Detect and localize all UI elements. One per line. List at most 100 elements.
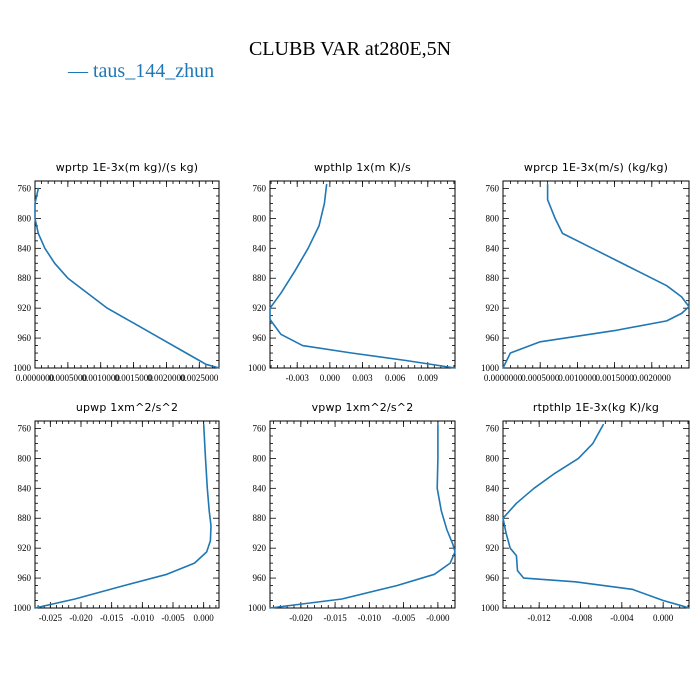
y-tick-label: 840 (18, 243, 32, 253)
y-tick-label: 920 (486, 303, 500, 313)
y-tick-label: 920 (253, 543, 267, 553)
legend-entry: — taus_144_zhun (67, 60, 214, 82)
y-tick-label: 880 (253, 513, 267, 523)
y-tick-label: 840 (486, 483, 500, 493)
x-tick-label: -0.015 (323, 613, 347, 623)
y-tick-label: 760 (253, 423, 267, 433)
y-tick-label: 800 (18, 213, 32, 223)
x-tick-label: -0.020 (69, 613, 93, 623)
y-tick-label: 960 (18, 573, 32, 583)
x-tick-label: -0.000 (426, 613, 450, 623)
x-tick-label: -0.004 (610, 613, 634, 623)
y-tick-label: 880 (486, 273, 500, 283)
y-tick-label: 880 (18, 513, 32, 523)
y-tick-label: 760 (18, 423, 32, 433)
y-tick-label: 1000 (13, 603, 32, 613)
x-tick-label: 0.000 (320, 373, 341, 383)
y-tick-label: 920 (18, 543, 32, 553)
x-tick-label: -0.005 (161, 613, 185, 623)
x-tick-label: -0.003 (286, 373, 310, 383)
plot-frame (34, 420, 220, 609)
x-tick-label: 0.0015000 (595, 373, 634, 383)
x-tick-label: 0.0000000 (484, 373, 523, 383)
x-tick-label: 0.0005000 (521, 373, 560, 383)
plot-frame (269, 180, 456, 369)
y-tick-label: 800 (486, 213, 500, 223)
y-tick-label: 1000 (248, 603, 267, 613)
x-tick-label: 0.0015000 (114, 373, 153, 383)
x-tick-label: 0.0025000 (180, 373, 219, 383)
x-tick-label: -0.005 (392, 613, 416, 623)
figure-title: CLUBB VAR at280E,5N (249, 38, 451, 60)
y-tick-label: 1000 (481, 603, 500, 613)
y-tick-label: 760 (486, 183, 500, 193)
y-tick-label: 760 (253, 183, 267, 193)
y-tick-label: 960 (253, 333, 267, 343)
x-tick-label: -0.012 (528, 613, 551, 623)
panel-1: wprtp 1E-3x(m kg)/(s kg) 760 800 840 880 920 9… (13, 161, 220, 383)
x-tick-label: -0.008 (569, 613, 593, 623)
plot-frame (502, 180, 690, 369)
x-tick-label: -0.015 (100, 613, 124, 623)
y-tick-label: 840 (253, 483, 267, 493)
series-line (34, 423, 212, 609)
x-tick-label: -0.010 (131, 613, 155, 623)
panel-6: rtpthlp 1E-3x(kg K)/kg 760 800 840 880 920 960… (481, 401, 690, 623)
panel-title: upwp 1xm^2/s^2 (76, 401, 178, 414)
y-tick-label: 760 (486, 423, 500, 433)
y-tick-label: 1000 (13, 363, 32, 373)
y-tick-label: 760 (18, 183, 32, 193)
x-tick-label: -0.025 (39, 613, 63, 623)
series-line (34, 187, 220, 369)
y-tick-label: 800 (253, 213, 267, 223)
y-tick-label: 880 (486, 513, 500, 523)
x-tick-label: 0.0020000 (147, 373, 186, 383)
x-tick-label: 0.009 (418, 373, 439, 383)
series-line (502, 183, 690, 369)
series-line (502, 423, 690, 609)
panel-title: wpthlp 1x(m K)/s (314, 161, 411, 174)
plot-frame (269, 420, 456, 609)
y-tick-label: 920 (18, 303, 32, 313)
y-tick-label: 920 (486, 543, 500, 553)
y-tick-label: 880 (18, 273, 32, 283)
y-tick-label: 960 (18, 333, 32, 343)
panel-2: wpthlp 1x(m K)/s 760 800 840 880 920 960 1000 -0… (248, 161, 456, 383)
series-line (269, 423, 456, 609)
x-tick-label: 0.0010000 (558, 373, 597, 383)
panel-4: upwp 1xm^2/s^2 760 800 840 880 920 960 1000 -0.0… (13, 401, 220, 623)
y-tick-label: 1000 (481, 363, 500, 373)
x-tick-label: 0.000 (194, 613, 215, 623)
y-tick-label: 920 (253, 303, 267, 313)
x-tick-label: 0.000 (653, 613, 674, 623)
panel-3: wprcp 1E-3x(m/s) (kg/kg) 760 800 840 880 920 9… (481, 161, 690, 383)
y-tick-label: 1000 (248, 363, 267, 373)
y-tick-label: 800 (253, 453, 267, 463)
y-tick-label: 800 (18, 453, 32, 463)
y-tick-label: 960 (253, 573, 267, 583)
panel-5: vpwp 1xm^2/s^2 760 800 840 880 920 960 1000 -0.0… (248, 401, 456, 623)
y-tick-label: 840 (253, 243, 267, 253)
series-line (269, 183, 456, 369)
y-tick-label: 840 (18, 483, 32, 493)
x-tick-label: 0.003 (352, 373, 373, 383)
panel-title: wprcp 1E-3x(m/s) (kg/kg) (524, 161, 668, 174)
plot-frame (34, 180, 220, 369)
y-tick-label: 960 (486, 333, 500, 343)
x-tick-label: 0.0010000 (82, 373, 121, 383)
x-tick-label: 0.0000000 (16, 373, 55, 383)
y-tick-label: 880 (253, 273, 267, 283)
panel-title: wprtp 1E-3x(m kg)/(s kg) (56, 161, 199, 174)
x-tick-label: 0.0020000 (633, 373, 672, 383)
x-tick-label: -0.010 (358, 613, 382, 623)
y-tick-label: 960 (486, 573, 500, 583)
y-tick-label: 840 (486, 243, 500, 253)
x-tick-label: 0.0005000 (49, 373, 88, 383)
panel-title: vpwp 1xm^2/s^2 (312, 401, 414, 414)
x-tick-label: -0.020 (289, 613, 313, 623)
y-tick-label: 800 (486, 453, 500, 463)
x-tick-label: 0.006 (385, 373, 406, 383)
plot-frame (502, 420, 690, 609)
panel-title: rtpthlp 1E-3x(kg K)/kg (533, 401, 659, 414)
